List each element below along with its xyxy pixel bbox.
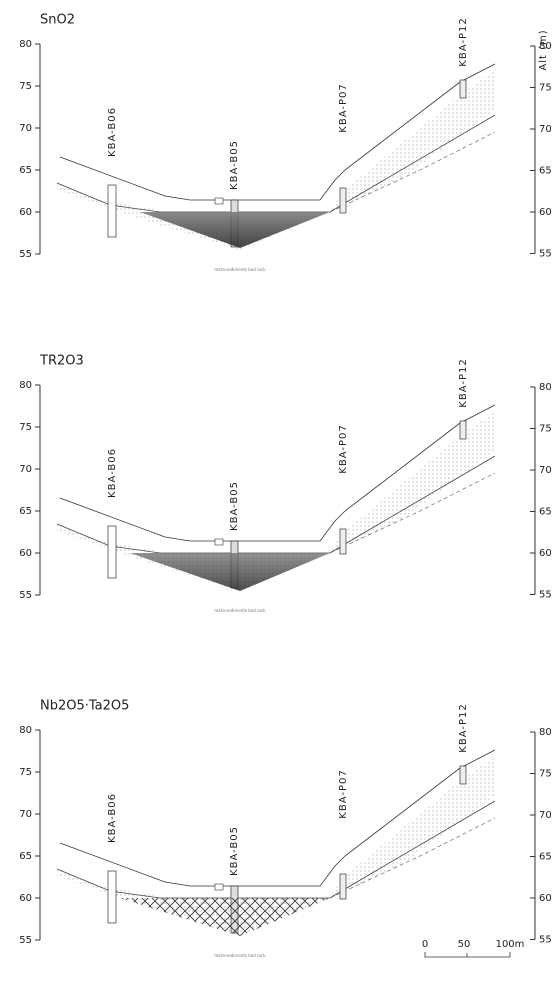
borehole-label: KBA-B05 [229,826,240,876]
tick-label: 70 [539,465,552,476]
tick-label: 60 [539,893,552,904]
tick-label: 70 [19,464,32,475]
panel-title: Nb2O5·Ta2O5 [40,699,129,714]
tick-label: 60 [539,548,552,559]
tick-label: 75 [19,81,32,92]
borehole-label: KBA-B06 [107,793,118,843]
panel-title: SnO2 [40,13,75,28]
tick-label: 55 [19,249,32,260]
scale-label: 50 [458,939,471,950]
tick-label: 75 [19,422,32,433]
tick-label: 70 [19,123,32,134]
axis-title: Alt (m) [538,29,549,70]
section-3 [56,749,496,937]
section-2 [56,404,496,592]
tick-label: 70 [539,810,552,821]
tick-label: 80 [539,41,552,52]
tick-label: 55 [19,935,32,946]
tick-label: 60 [19,207,32,218]
tick-label: 75 [539,83,552,94]
scale-label: 100m [496,939,525,950]
borehole-label: KBA-P12 [458,703,469,752]
section-1 [56,63,496,251]
tick-label: 75 [539,424,552,435]
tick-label: 60 [539,207,552,218]
note: meta-sediments bed rock [214,267,266,272]
tick-label: 75 [19,767,32,778]
borehole-label: KBA-B06 [107,107,118,157]
note: meta-sediments bed rock [214,953,266,958]
tick-label: 70 [539,124,552,135]
tick-label: 65 [19,506,32,517]
borehole-label: KBA-P12 [458,17,469,66]
tick-label: 65 [539,507,552,518]
tick-label: 80 [539,382,552,393]
panel-title: TR2O3 [39,354,84,369]
tick-label: 55 [539,249,552,260]
tick-label: 55 [539,935,552,946]
note: meta-sediments bed rock [214,608,266,613]
scale-label: 0 [422,939,428,950]
tick-label: 65 [539,852,552,863]
tick-label: 55 [539,590,552,601]
borehole-label: KBA-P12 [458,358,469,407]
borehole-label: KBA-P07 [338,769,349,818]
tick-label: 55 [19,590,32,601]
borehole-label: KBA-P07 [338,83,349,132]
tick-label: 80 [19,380,32,391]
tick-label: 80 [539,727,552,738]
borehole-label: KBA-P07 [338,424,349,473]
borehole-label: KBA-B06 [107,448,118,498]
tick-label: 65 [19,851,32,862]
scale-bar: 0 50 100m [422,939,525,958]
tick-label: 65 [539,166,552,177]
tick-label: 75 [539,769,552,780]
tick-label: 80 [19,725,32,736]
tick-label: 65 [19,165,32,176]
tick-label: 80 [19,39,32,50]
tick-label: 60 [19,548,32,559]
tick-label: 60 [19,893,32,904]
tick-label: 70 [19,809,32,820]
borehole-label: KBA-B05 [229,140,240,190]
borehole-label: KBA-B05 [229,481,240,531]
